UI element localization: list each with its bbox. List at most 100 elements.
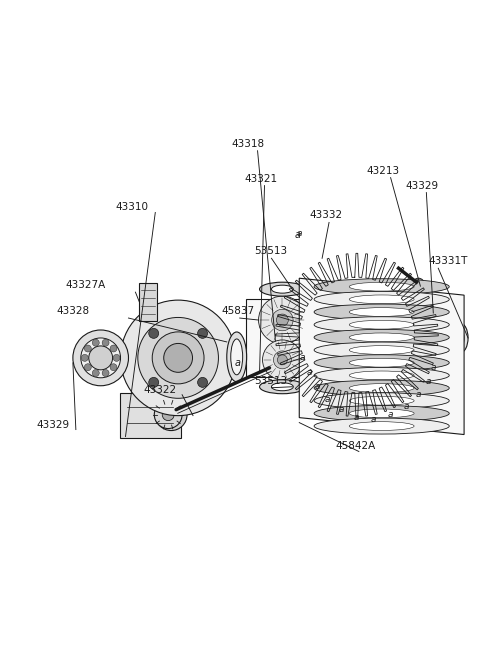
Text: 43318: 43318 bbox=[232, 139, 265, 149]
Bar bbox=[269, 345, 276, 359]
Circle shape bbox=[274, 351, 291, 369]
Ellipse shape bbox=[429, 320, 447, 350]
Text: a: a bbox=[300, 353, 305, 362]
Circle shape bbox=[81, 338, 120, 378]
Circle shape bbox=[110, 364, 117, 371]
Ellipse shape bbox=[260, 282, 305, 296]
Circle shape bbox=[276, 314, 288, 326]
Circle shape bbox=[110, 345, 117, 352]
Ellipse shape bbox=[314, 329, 449, 345]
Text: 45842A: 45842A bbox=[335, 441, 375, 451]
Ellipse shape bbox=[314, 418, 449, 434]
Circle shape bbox=[272, 309, 293, 331]
Circle shape bbox=[335, 313, 379, 357]
Text: a: a bbox=[338, 405, 344, 414]
Text: a: a bbox=[371, 415, 376, 424]
Circle shape bbox=[84, 364, 91, 371]
Text: 45837: 45837 bbox=[222, 306, 255, 316]
Ellipse shape bbox=[314, 355, 449, 371]
Circle shape bbox=[120, 300, 236, 416]
Ellipse shape bbox=[260, 380, 305, 394]
Ellipse shape bbox=[314, 405, 449, 421]
Text: a: a bbox=[354, 413, 360, 422]
Circle shape bbox=[412, 278, 424, 290]
Circle shape bbox=[84, 345, 91, 352]
Ellipse shape bbox=[349, 320, 414, 329]
Circle shape bbox=[156, 399, 187, 430]
Text: 43310: 43310 bbox=[116, 202, 149, 212]
Circle shape bbox=[73, 330, 129, 386]
Ellipse shape bbox=[314, 279, 449, 295]
Ellipse shape bbox=[349, 396, 414, 405]
Text: a: a bbox=[297, 229, 302, 238]
Circle shape bbox=[198, 377, 207, 387]
Text: 43213: 43213 bbox=[367, 166, 400, 176]
Circle shape bbox=[138, 318, 218, 398]
Ellipse shape bbox=[314, 291, 449, 307]
Circle shape bbox=[267, 340, 277, 350]
Ellipse shape bbox=[314, 367, 449, 383]
Text: 43331T: 43331T bbox=[428, 256, 468, 267]
Circle shape bbox=[154, 401, 182, 428]
Ellipse shape bbox=[272, 285, 293, 293]
Circle shape bbox=[152, 332, 204, 384]
Ellipse shape bbox=[314, 380, 449, 396]
Ellipse shape bbox=[314, 393, 449, 409]
Text: 53513: 53513 bbox=[254, 246, 288, 256]
Circle shape bbox=[263, 340, 302, 380]
Bar bbox=[246, 299, 320, 377]
Text: a: a bbox=[324, 395, 330, 404]
Text: 43327A: 43327A bbox=[66, 280, 106, 290]
Circle shape bbox=[149, 377, 159, 387]
Circle shape bbox=[162, 409, 174, 421]
Ellipse shape bbox=[452, 323, 468, 353]
Text: a: a bbox=[426, 377, 431, 386]
Ellipse shape bbox=[349, 409, 414, 418]
Text: a: a bbox=[235, 358, 240, 368]
Ellipse shape bbox=[227, 332, 247, 382]
Circle shape bbox=[102, 369, 109, 377]
Ellipse shape bbox=[456, 328, 464, 348]
Text: a: a bbox=[306, 368, 312, 377]
Bar bbox=[139, 283, 157, 321]
Ellipse shape bbox=[349, 371, 414, 380]
Ellipse shape bbox=[349, 384, 414, 392]
Text: a: a bbox=[388, 410, 393, 419]
Polygon shape bbox=[299, 278, 464, 434]
Ellipse shape bbox=[349, 308, 414, 316]
Text: 43328: 43328 bbox=[56, 306, 89, 316]
Text: 43321: 43321 bbox=[245, 174, 278, 183]
Ellipse shape bbox=[424, 314, 452, 356]
Text: 53513: 53513 bbox=[254, 376, 288, 386]
Text: a: a bbox=[314, 383, 320, 391]
Circle shape bbox=[259, 296, 306, 344]
Circle shape bbox=[149, 328, 159, 339]
Ellipse shape bbox=[314, 304, 449, 320]
Text: 43322: 43322 bbox=[144, 384, 177, 395]
Circle shape bbox=[92, 339, 99, 346]
Ellipse shape bbox=[349, 295, 414, 304]
Ellipse shape bbox=[314, 317, 449, 333]
Ellipse shape bbox=[349, 333, 414, 342]
Ellipse shape bbox=[231, 339, 243, 375]
Circle shape bbox=[164, 407, 178, 422]
Circle shape bbox=[81, 354, 88, 362]
Circle shape bbox=[303, 281, 410, 388]
Text: a: a bbox=[431, 364, 436, 372]
Circle shape bbox=[198, 328, 207, 339]
Circle shape bbox=[113, 354, 120, 362]
Ellipse shape bbox=[349, 358, 414, 367]
Circle shape bbox=[92, 369, 99, 377]
Polygon shape bbox=[263, 358, 277, 371]
Circle shape bbox=[164, 343, 192, 372]
Text: a: a bbox=[404, 402, 409, 411]
Bar bbox=[120, 393, 181, 438]
Text: 43329: 43329 bbox=[406, 181, 439, 191]
Circle shape bbox=[102, 339, 109, 346]
Ellipse shape bbox=[314, 342, 449, 358]
Text: 43332: 43332 bbox=[309, 210, 342, 221]
Ellipse shape bbox=[272, 383, 293, 391]
Ellipse shape bbox=[349, 422, 414, 430]
Circle shape bbox=[321, 299, 393, 371]
Text: 43329: 43329 bbox=[36, 420, 69, 430]
